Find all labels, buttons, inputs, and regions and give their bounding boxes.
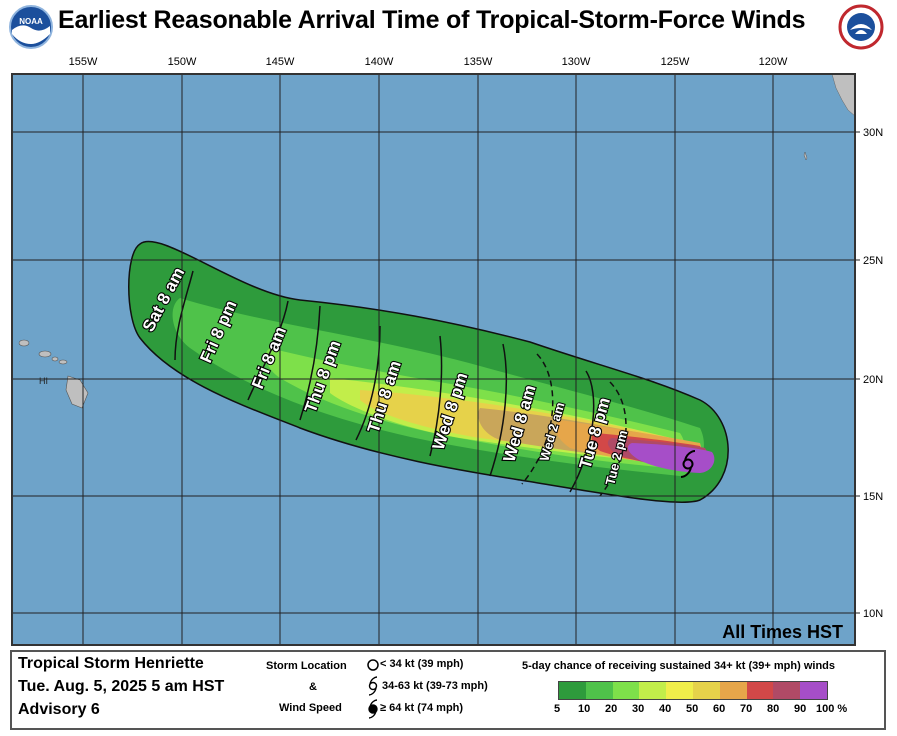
colorbar-tick: 10 [578, 703, 591, 715]
lon-label: 125W [661, 56, 690, 68]
lon-label: 145W [266, 56, 295, 68]
colorbar-swatch [773, 682, 801, 699]
colorbar-swatch [666, 682, 693, 699]
probability-colorbar [558, 681, 828, 700]
lat-label: 15N [863, 491, 883, 503]
lat-label: 30N [863, 127, 883, 139]
lon-label: 155W [69, 56, 98, 68]
info-panel: Tropical Storm Henriette Tue. Aug. 5, 20… [10, 650, 886, 730]
svg-text:NOAA: NOAA [19, 17, 43, 26]
nws-logo-icon [838, 4, 884, 50]
lon-label: 120W [759, 56, 788, 68]
colorbar-swatch [746, 682, 774, 699]
colorbar-tick: 100 % [816, 703, 848, 715]
graticule [12, 74, 855, 645]
legend-storm-label-top: Storm Location [266, 660, 347, 672]
legend-storm-label-mid: & [309, 681, 317, 693]
colorbar-tick: 90 [794, 703, 807, 715]
hawaii-islands [18, 339, 89, 409]
timezone-note: All Times HST [722, 622, 843, 642]
colorbar-swatch [719, 682, 747, 699]
colorbar-tick: 60 [713, 703, 726, 715]
colorbar-tick: 40 [659, 703, 672, 715]
colorbar-swatch [585, 682, 613, 699]
colorbar-tick: 30 [632, 703, 645, 715]
page-title: Earliest Reasonable Arrival Time of Trop… [58, 6, 806, 34]
colorbar-swatch [639, 682, 667, 699]
colorbar-tick: 70 [740, 703, 753, 715]
land-mainland [831, 74, 855, 117]
land-label: HI [39, 376, 48, 386]
lon-label: 130W [562, 56, 591, 68]
isochrones [174, 270, 627, 497]
colorbar-tick: 50 [686, 703, 699, 715]
lat-label: 10N [863, 608, 883, 620]
legend-storm-item: ≥ 64 kt (74 mph) [380, 702, 464, 714]
tropical-storm-icon [680, 450, 696, 478]
colorbar-swatch [692, 682, 720, 699]
storm-name: Tropical Storm Henriette [18, 655, 204, 672]
lat-label: 20N [863, 374, 883, 386]
tropical-storm-icon [368, 676, 378, 696]
legend-storm-label-bottom: Wind Speed [279, 702, 342, 714]
hurricane-icon [368, 699, 378, 719]
legend-storm-item: 34-63 kt (39-73 mph) [382, 680, 488, 692]
noaa-logo-icon: NOAA [9, 5, 53, 49]
advisory-datetime: Tue. Aug. 5, 2025 5 am HST [18, 678, 225, 695]
lon-label: 135W [464, 56, 493, 68]
colorbar-tick: 20 [605, 703, 618, 715]
colorbar-swatch [800, 682, 827, 699]
low-wind-icon [367, 659, 379, 671]
advisory-number: Advisory 6 [18, 701, 100, 718]
colorbar-swatch [559, 682, 586, 699]
lon-label: 150W [168, 56, 197, 68]
header: NOAA Earliest Reasonable Arrival Time of… [0, 0, 897, 50]
colorbar-tick: 80 [767, 703, 780, 715]
map: Sat 8 am Fri 8 pm Fri 8 am Thu 8 pm Thu … [11, 56, 883, 646]
lon-label: 140W [365, 56, 394, 68]
colorbar-ticks: 5 10 20 30 40 50 60 70 80 90 100 % [552, 703, 852, 719]
colorbar-tick: 5 [554, 703, 561, 715]
colorbar-swatch [612, 682, 640, 699]
legend-storm-item: < 34 kt (39 mph) [380, 658, 464, 670]
legend-prob-title: 5-day chance of receiving sustained 34+ … [522, 660, 835, 672]
lat-label: 25N [863, 255, 883, 267]
